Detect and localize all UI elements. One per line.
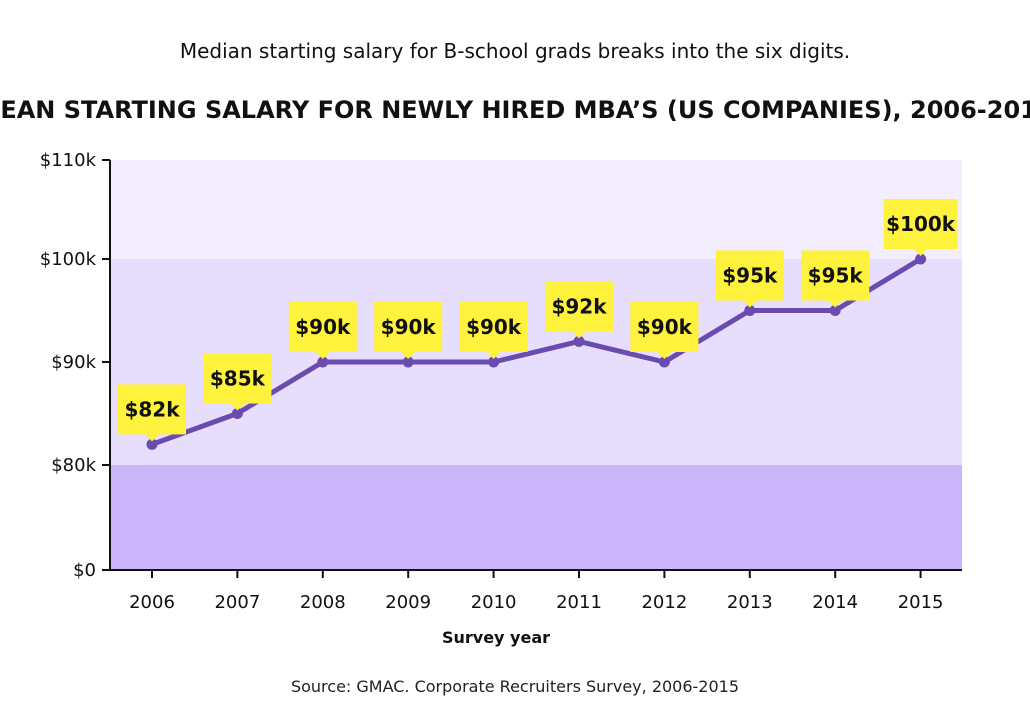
data-label-pointer xyxy=(230,403,245,411)
data-label-pointer xyxy=(828,300,843,308)
data-label: $100k xyxy=(886,212,956,236)
data-label-box xyxy=(459,302,528,352)
y-tick-label: $110k xyxy=(40,150,97,171)
y-tick-label: $90k xyxy=(51,352,96,373)
data-label-box xyxy=(630,302,699,352)
x-tick-label: 2014 xyxy=(812,592,858,613)
x-tick-label: 2011 xyxy=(556,592,602,613)
data-point xyxy=(402,356,414,368)
data-point xyxy=(744,305,756,316)
data-label: $85k xyxy=(210,367,266,391)
data-point xyxy=(573,335,585,347)
x-axis-ticks: 2006 2007 2008 2009 2010 2011 2012 2013 2014 2015 xyxy=(129,570,944,613)
series-line xyxy=(149,256,924,447)
y-tick-label: $100k xyxy=(40,249,97,270)
data-label: $90k xyxy=(381,315,437,339)
data-point xyxy=(829,305,841,316)
data-label-box xyxy=(288,302,357,352)
chart-title: MEAN STARTING SALARY FOR NEWLY HIRED MBA… xyxy=(0,96,1030,124)
data-label: $90k xyxy=(637,315,693,339)
data-label-pointer xyxy=(145,434,159,442)
data-label: $82k xyxy=(124,397,180,421)
data-label: $95k xyxy=(808,264,864,288)
y-tick-label: $80k xyxy=(51,455,96,476)
data-label-box xyxy=(883,199,958,249)
data-labels: $82k $85k $90k $90k $90k $92k $90k $95k $95k $100… xyxy=(118,199,958,442)
y-axis-ticks: $0 $80k $90k $100k $110k xyxy=(40,150,110,581)
data-label-box xyxy=(801,250,870,301)
x-tick-label: 2015 xyxy=(898,592,944,613)
data-label-pointer xyxy=(742,300,757,308)
data-label-pointer xyxy=(572,331,586,339)
series-salary xyxy=(146,253,927,450)
axes xyxy=(109,160,962,571)
data-label: $92k xyxy=(551,294,607,318)
y-tick-label: $0 xyxy=(73,560,96,581)
x-tick-label: 2010 xyxy=(471,592,517,613)
data-label-pointer xyxy=(315,352,330,359)
data-point xyxy=(658,356,670,368)
x-tick-label: 2013 xyxy=(727,592,773,613)
data-point xyxy=(317,356,329,368)
source-note: Source: GMAC. Corporate Recruiters Surve… xyxy=(291,677,739,696)
chart-subtitle: Median starting salary for B-school grad… xyxy=(180,39,850,63)
x-tick-label: 2008 xyxy=(300,592,346,613)
data-label-pointer xyxy=(913,249,928,256)
background-band-0 xyxy=(110,465,962,570)
x-tick-label: 2012 xyxy=(641,592,687,613)
data-label: $90k xyxy=(466,315,522,339)
data-point xyxy=(488,356,500,368)
data-label-pointer xyxy=(657,352,672,359)
x-tick-label: 2009 xyxy=(385,592,431,613)
data-label-box xyxy=(374,302,443,352)
x-axis-title: Survey year xyxy=(442,628,550,647)
background-band-2 xyxy=(110,160,962,259)
data-label-box xyxy=(545,281,613,332)
data-point xyxy=(146,438,158,450)
data-label: $90k xyxy=(295,315,351,339)
data-point xyxy=(231,408,243,419)
data-label-pointer xyxy=(401,352,416,359)
data-label-box xyxy=(118,384,186,435)
data-label-box xyxy=(203,353,272,404)
data-label-box xyxy=(715,250,784,301)
x-tick-label: 2006 xyxy=(129,592,175,613)
data-label: $95k xyxy=(722,264,778,288)
x-tick-label: 2007 xyxy=(214,592,260,613)
data-point xyxy=(915,253,927,265)
data-label-pointer xyxy=(486,352,501,359)
